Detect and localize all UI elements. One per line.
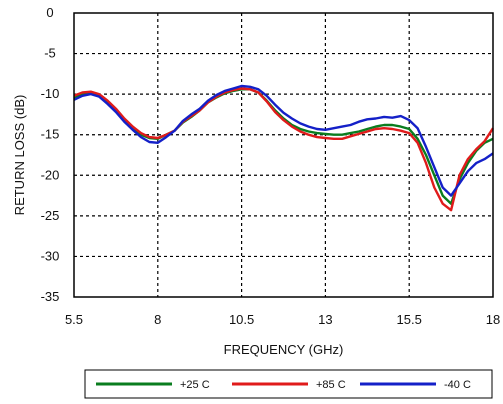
x-tick-label: 10.5 xyxy=(229,312,254,327)
y-tick-label: -5 xyxy=(44,46,56,61)
series-line xyxy=(73,87,495,212)
legend-label: +25 C xyxy=(180,379,210,391)
grid-lines xyxy=(74,13,493,297)
x-tick-label: 15.5 xyxy=(397,312,422,327)
series-line xyxy=(73,84,494,197)
x-tick-label: 13 xyxy=(318,312,332,327)
legend-label: +85 C xyxy=(316,379,346,391)
y-tick-label: -35 xyxy=(41,289,60,304)
y-tick-label: -25 xyxy=(41,208,60,223)
x-tick-label: 18 xyxy=(486,312,500,327)
y-tick-label: -15 xyxy=(41,127,60,142)
x-axis-title: FREQUENCY (GHz) xyxy=(224,342,344,357)
y-tick-label: -20 xyxy=(41,167,60,182)
y-tick-label: -30 xyxy=(41,248,60,263)
y-tick-label: -10 xyxy=(41,86,60,101)
x-tick-label: 8 xyxy=(154,312,161,327)
x-tick-labels: 5.5 8 10.5 13 15.5 18 xyxy=(65,312,500,327)
legend-label: -40 C xyxy=(444,379,471,391)
y-tick-labels: 0 -5 -10 -15 -20 -25 -30 -35 xyxy=(41,5,60,304)
y-tick-label: 0 xyxy=(46,5,53,20)
plot-area-frame xyxy=(73,12,494,298)
series-lines xyxy=(73,84,495,212)
legend: +25 C +85 C -40 C xyxy=(84,369,493,399)
x-tick-label: 5.5 xyxy=(65,312,83,327)
y-axis-title: RETURN LOSS (dB) xyxy=(12,95,27,216)
